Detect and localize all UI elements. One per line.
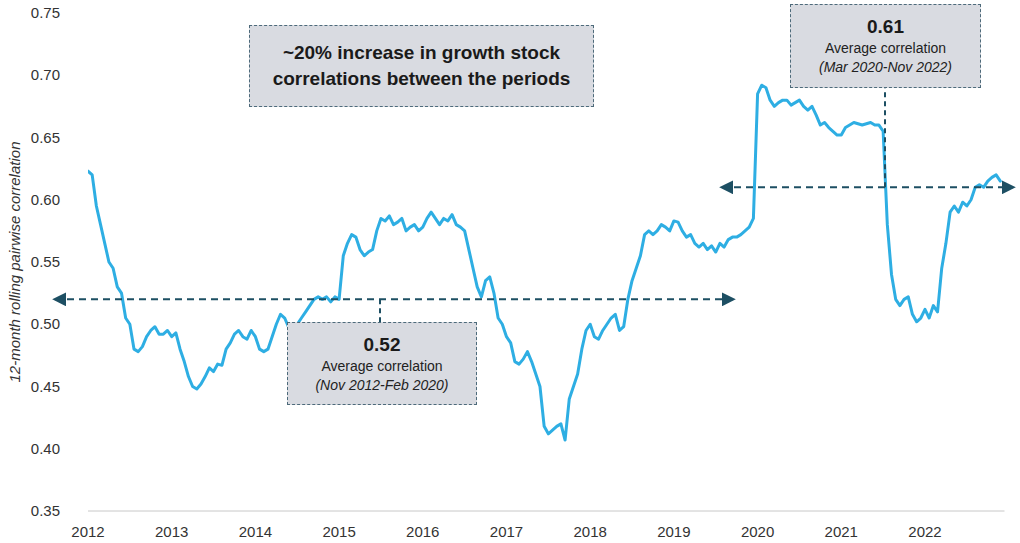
annotation-box: 0.52Average correlation(Nov 2012-Feb 202… xyxy=(287,322,477,405)
average-arrow xyxy=(55,298,733,300)
average-arrow xyxy=(722,186,1013,188)
y-tick-label: 0.40 xyxy=(31,440,60,457)
x-tick-label: 2018 xyxy=(574,523,607,540)
chart-container: 0.35 0.40 0.45 0.50 0.55 0.60 0.65 0.70 0.75 2012… xyxy=(0,0,1020,543)
x-tick-label: 2020 xyxy=(741,523,774,540)
y-tick-label: 0.60 xyxy=(31,191,60,208)
x-tick-label: 2015 xyxy=(322,523,355,540)
x-tick-label: 2013 xyxy=(155,523,188,540)
x-tick-label: 2012 xyxy=(71,523,104,540)
annotation-headline: ~20% increase in growth stock correlatio… xyxy=(261,40,583,92)
y-tick-label: 0.65 xyxy=(31,129,60,146)
y-tick-label: 0.75 xyxy=(31,4,60,21)
x-tick-label: 2017 xyxy=(490,523,523,540)
connector-line xyxy=(379,299,381,322)
x-tick-label: 2021 xyxy=(825,523,858,540)
y-tick-label: 0.35 xyxy=(31,502,60,519)
annotation-text: Average correlation xyxy=(825,39,946,58)
x-tick-label: 2019 xyxy=(657,523,690,540)
x-tick-label: 2016 xyxy=(406,523,439,540)
y-tick-label: 0.70 xyxy=(31,66,60,83)
annotation-value: 0.52 xyxy=(364,333,401,357)
annotation-value: 0.61 xyxy=(867,15,904,39)
plot-area xyxy=(88,85,1000,440)
y-tick-label: 0.50 xyxy=(31,315,60,332)
connector-line xyxy=(884,88,886,187)
annotation-text: Average correlation xyxy=(321,357,442,376)
x-tick-label: 2022 xyxy=(908,523,941,540)
series-line xyxy=(88,85,1000,440)
annotation-period: (Nov 2012-Feb 2020) xyxy=(315,376,448,395)
x-axis-line xyxy=(88,511,1005,512)
y-tick-label: 0.45 xyxy=(31,378,60,395)
y-axis-title: 12-month rolling pairwise correlation xyxy=(6,142,23,383)
annotation-period: (Mar 2020-Nov 2022) xyxy=(819,58,952,77)
annotation-box: 0.61Average correlation(Mar 2020-Nov 202… xyxy=(790,4,981,88)
y-tick-label: 0.55 xyxy=(31,253,60,270)
annotation-box: ~20% increase in growth stock correlatio… xyxy=(249,25,594,107)
x-tick-label: 2014 xyxy=(239,523,272,540)
